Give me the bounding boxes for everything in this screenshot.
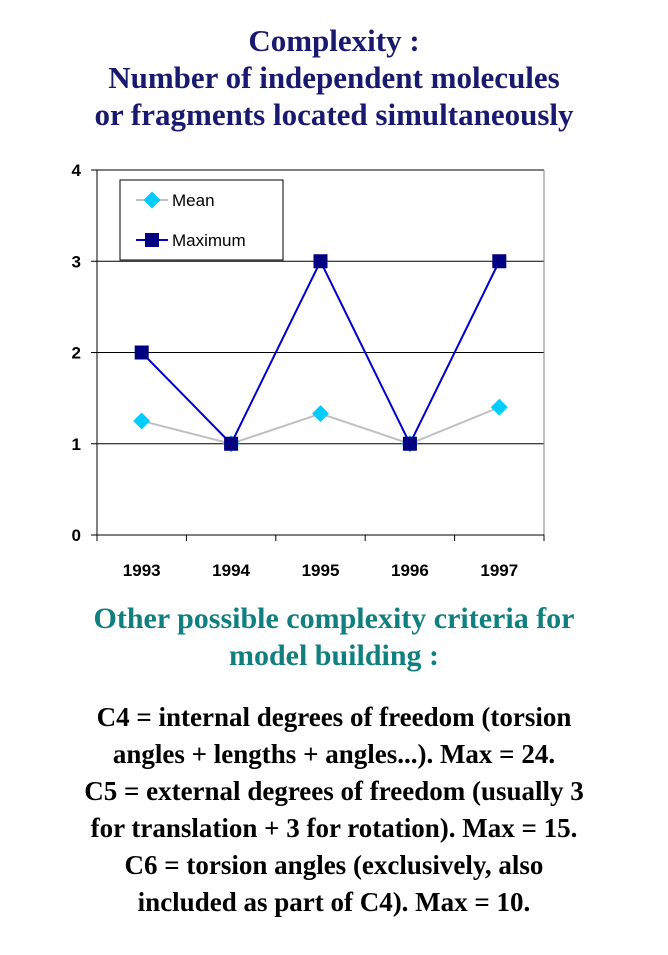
y-tick-label: 2 (72, 344, 81, 363)
criteria-line: C5 = external degrees of freedom (usuall… (84, 776, 584, 806)
legend-box (119, 179, 284, 261)
data-point-maximum (313, 254, 328, 269)
criteria-line: C6 = torsion angles (exclusively, also (124, 850, 544, 880)
tick-labels: 0 1 2 3 4 1993 1994 1995 1996 1997 (72, 161, 519, 580)
criteria-line: C4 = internal degrees of freedom (torsio… (96, 702, 572, 732)
legend-marker-maximum (145, 233, 159, 247)
legend-label-mean: Mean (172, 191, 215, 210)
x-tick-label: 1994 (212, 561, 250, 580)
series-layer (133, 254, 508, 453)
subtitle-line-2: model building : (228, 639, 440, 672)
axes (91, 169, 545, 541)
criteria-line: for translation + 3 for rotation). Max =… (90, 813, 578, 843)
line-chart: 0 1 2 3 4 1993 1994 1995 1996 1997 Mean Maximum (72, 161, 545, 580)
data-point-maximum (134, 345, 149, 360)
data-point-maximum (402, 436, 417, 451)
data-point-mean (312, 405, 329, 423)
y-tick-label: 0 (72, 526, 81, 545)
x-tick-label: 1993 (123, 561, 161, 580)
data-point-mean (490, 398, 508, 416)
data-point-maximum (492, 254, 507, 269)
y-tick-label: 1 (72, 435, 81, 454)
data-point-maximum (224, 436, 239, 451)
criteria-line: included as part of C4). Max = 10. (137, 887, 531, 917)
criteria-text: C4 = internal degrees of freedom (torsio… (0, 699, 668, 921)
legend: Mean Maximum (119, 179, 284, 261)
y-tick-label: 4 (72, 161, 82, 180)
subtitle: Other possible complexity criteria for m… (0, 600, 668, 674)
title-line-2: Number of independent molecules (108, 60, 560, 95)
x-tick-label: 1995 (302, 561, 340, 580)
subtitle-line-1: Other possible complexity criteria for (93, 602, 575, 635)
criteria-line: angles + lengths + angles...). Max = 24. (112, 739, 556, 769)
page-title: Complexity : Number of independent molec… (0, 22, 668, 133)
x-tick-label: 1997 (480, 561, 518, 580)
title-line-1: Complexity : (248, 23, 420, 58)
legend-label-maximum: Maximum (172, 231, 246, 250)
title-line-3: or fragments located simultaneously (94, 97, 574, 132)
x-tick-label: 1996 (391, 561, 429, 580)
data-point-mean (133, 412, 151, 430)
y-tick-label: 3 (72, 252, 81, 271)
